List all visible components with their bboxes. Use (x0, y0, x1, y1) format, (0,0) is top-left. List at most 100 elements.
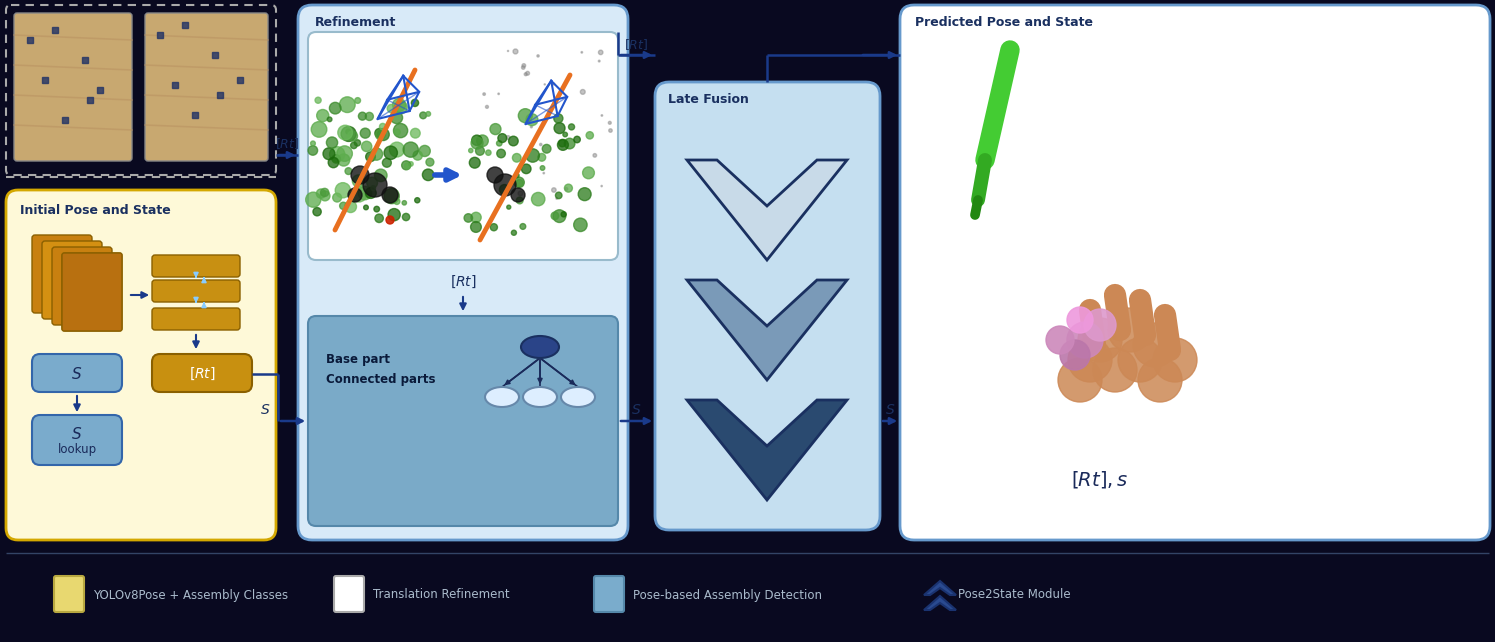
Circle shape (558, 139, 568, 150)
FancyBboxPatch shape (31, 354, 123, 392)
Circle shape (390, 112, 402, 124)
Circle shape (540, 166, 544, 170)
Text: Refinement: Refinement (315, 16, 396, 29)
Circle shape (487, 167, 502, 183)
Circle shape (341, 126, 356, 141)
Circle shape (582, 51, 583, 53)
Circle shape (383, 187, 398, 203)
Circle shape (323, 148, 335, 160)
FancyBboxPatch shape (152, 354, 253, 392)
FancyBboxPatch shape (52, 247, 112, 325)
Circle shape (353, 175, 365, 187)
Circle shape (531, 126, 532, 128)
Circle shape (598, 50, 602, 55)
Circle shape (411, 128, 420, 138)
Circle shape (513, 49, 517, 54)
Circle shape (329, 102, 341, 114)
FancyBboxPatch shape (13, 13, 132, 161)
Circle shape (522, 164, 531, 173)
Polygon shape (688, 160, 848, 260)
Circle shape (375, 130, 386, 140)
Circle shape (486, 105, 489, 108)
Circle shape (519, 108, 532, 123)
Circle shape (553, 210, 565, 223)
Circle shape (351, 166, 369, 184)
Text: $S$: $S$ (885, 403, 896, 417)
FancyBboxPatch shape (655, 82, 881, 530)
Circle shape (559, 139, 565, 147)
Circle shape (329, 146, 345, 162)
Text: Pose-based Assembly Detection: Pose-based Assembly Detection (632, 589, 822, 602)
Circle shape (519, 191, 523, 196)
Circle shape (507, 205, 511, 209)
Circle shape (553, 83, 555, 85)
Circle shape (374, 206, 380, 212)
Circle shape (383, 159, 392, 167)
Ellipse shape (484, 387, 519, 407)
Circle shape (552, 212, 559, 220)
FancyBboxPatch shape (152, 280, 241, 302)
Circle shape (363, 205, 368, 210)
Circle shape (332, 155, 341, 163)
Circle shape (490, 124, 501, 135)
Circle shape (1118, 338, 1162, 382)
Circle shape (411, 100, 419, 107)
Circle shape (426, 158, 434, 166)
Circle shape (565, 184, 573, 192)
FancyBboxPatch shape (31, 415, 123, 465)
Circle shape (345, 129, 351, 134)
Circle shape (329, 157, 338, 168)
Circle shape (574, 136, 580, 143)
Circle shape (351, 187, 366, 202)
Circle shape (513, 153, 522, 162)
Circle shape (511, 188, 525, 202)
Circle shape (395, 129, 401, 135)
Circle shape (1046, 326, 1073, 354)
Circle shape (490, 223, 498, 231)
Circle shape (525, 73, 528, 76)
FancyBboxPatch shape (54, 576, 84, 612)
Circle shape (402, 160, 411, 170)
Circle shape (1153, 338, 1197, 382)
Circle shape (395, 101, 407, 114)
Circle shape (375, 214, 383, 223)
Circle shape (359, 112, 366, 120)
Circle shape (594, 153, 597, 157)
Circle shape (338, 154, 350, 166)
Circle shape (347, 131, 357, 141)
Circle shape (552, 187, 556, 192)
Circle shape (516, 180, 523, 187)
Text: Base part: Base part (326, 354, 390, 367)
Circle shape (522, 66, 525, 69)
Text: $[Rt]$: $[Rt]$ (450, 274, 477, 290)
Circle shape (477, 135, 489, 146)
FancyBboxPatch shape (594, 576, 623, 612)
Circle shape (360, 128, 371, 138)
Circle shape (1078, 318, 1123, 362)
Circle shape (579, 187, 591, 201)
Circle shape (408, 162, 413, 166)
Circle shape (601, 115, 602, 116)
Circle shape (520, 223, 526, 229)
Circle shape (327, 117, 332, 122)
Circle shape (486, 150, 490, 155)
Ellipse shape (520, 336, 559, 358)
Circle shape (345, 168, 351, 175)
Circle shape (580, 89, 585, 94)
Circle shape (475, 146, 484, 155)
Circle shape (537, 55, 540, 57)
Text: Translation Refinement: Translation Refinement (372, 589, 510, 602)
Circle shape (326, 137, 338, 148)
Circle shape (1058, 358, 1102, 402)
Circle shape (366, 177, 378, 188)
Circle shape (371, 148, 383, 160)
Circle shape (1093, 348, 1138, 392)
Text: $[Rt]$: $[Rt]$ (275, 137, 299, 152)
Circle shape (345, 201, 356, 213)
Circle shape (538, 153, 546, 161)
Circle shape (351, 142, 357, 149)
Circle shape (532, 193, 544, 206)
Circle shape (348, 188, 362, 202)
Circle shape (335, 182, 350, 198)
Circle shape (568, 124, 574, 130)
